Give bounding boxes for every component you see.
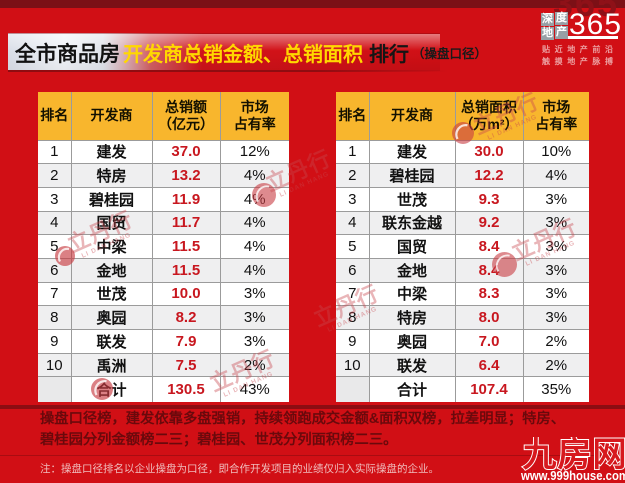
svg-text:九房网: 九房网 — [523, 437, 625, 474]
svg-text:www.999house.com: www.999house.com — [520, 468, 625, 481]
